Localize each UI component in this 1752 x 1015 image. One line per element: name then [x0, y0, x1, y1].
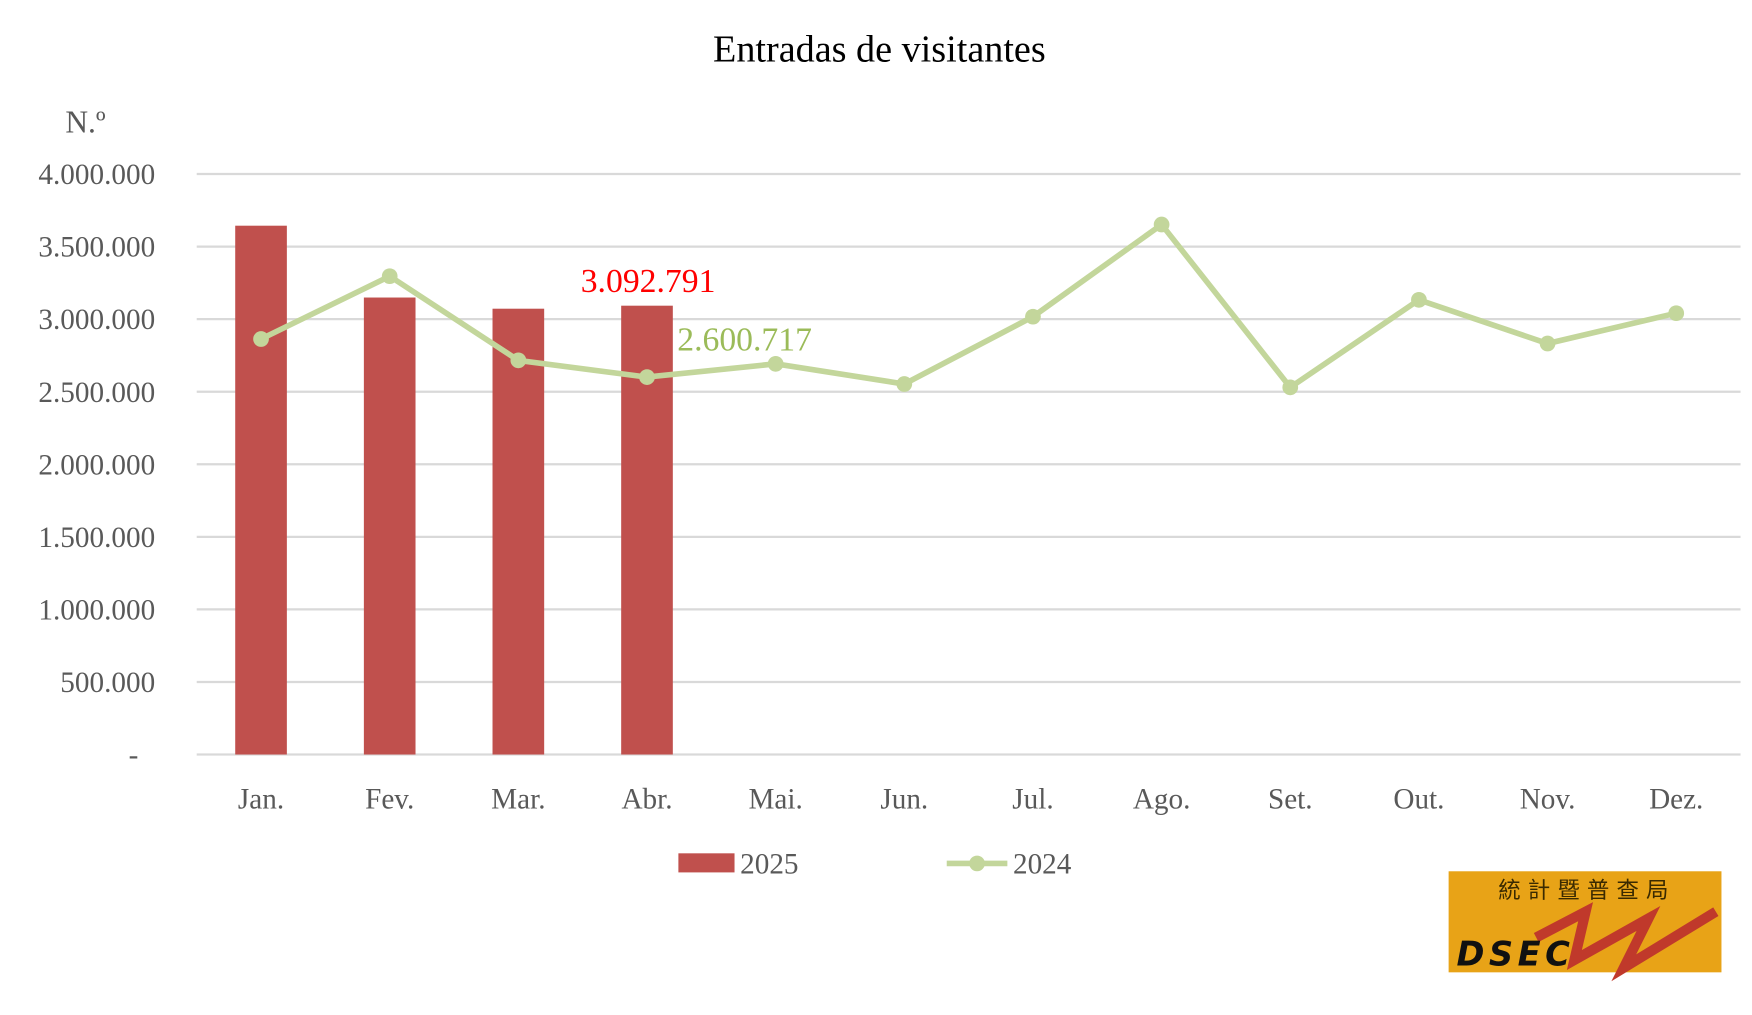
point-2024-Jan. — [253, 331, 269, 347]
y-tick-label: 3.000.000 — [38, 304, 155, 336]
y-tick-label: 500.000 — [60, 667, 155, 699]
x-tick-label: Jan. — [238, 783, 284, 815]
logo-chinese: 統 計 暨 普 查 局 — [1498, 878, 1668, 904]
point-2024-Mar. — [510, 352, 527, 369]
logo-text: DSEC — [1456, 935, 1574, 974]
x-tick-label: Mar. — [491, 783, 545, 815]
legend-label-2024: 2024 — [1013, 849, 1072, 881]
legend: 2025 2024 — [678, 849, 1072, 881]
y-tick-label: 1.500.000 — [38, 522, 155, 554]
legend-swatch-2025 — [678, 853, 735, 873]
x-tick-label: Mai. — [748, 783, 802, 815]
x-tick-label: Fev. — [365, 783, 414, 815]
data-label-2024-abr: 2.600.717 — [677, 321, 812, 358]
y-axis-label: N.º — [65, 104, 106, 139]
point-2024-Abr. — [639, 369, 655, 385]
line-2024 — [259, 220, 1677, 392]
point-2024-Out. — [1411, 291, 1427, 308]
point-2024-Ago. — [1153, 216, 1170, 233]
point-2024-Fev. — [381, 268, 398, 285]
y-tick-label: 3.500.000 — [38, 232, 155, 264]
point-2024-Jun. — [896, 376, 913, 392]
point-2024-Nov. — [1539, 335, 1556, 352]
x-tick-label: Jul. — [1012, 783, 1053, 815]
chart-title: Entradas de visitantes — [713, 29, 1046, 71]
legend-marker-2024 — [969, 855, 985, 872]
y-tick-label: 1.000.000 — [38, 594, 155, 626]
y-tick-label: 4.000.000 — [38, 159, 155, 191]
legend-label-2025: 2025 — [740, 849, 798, 881]
dsec-logo: 統 計 暨 普 查 局 DSEC — [1448, 871, 1722, 982]
y-tick-label: 2.000.000 — [38, 449, 155, 481]
bar-2025-Fev. — [363, 297, 416, 755]
x-tick-label: Nov. — [1520, 783, 1576, 815]
x-tick-label: Dez. — [1649, 783, 1703, 815]
point-2024-Mai. — [767, 355, 784, 372]
x-tick-label: Set. — [1268, 783, 1313, 815]
point-2024-Jul. — [1025, 308, 1041, 325]
point-2024-Dez. — [1668, 305, 1685, 322]
x-tick-label: Jun. — [880, 783, 928, 815]
point-2024-Set. — [1282, 379, 1299, 396]
y-tick-label: - — [129, 740, 139, 772]
bar-2025-Mar. — [492, 308, 545, 755]
data-label-2025-abr: 3.092.791 — [581, 263, 716, 300]
y-tick-label: 2.500.000 — [38, 377, 155, 409]
bar-2025-Jan. — [235, 225, 287, 755]
x-tick-label: Out. — [1393, 783, 1444, 815]
x-tick-label: Ago. — [1133, 783, 1191, 815]
x-tick-label: Abr. — [621, 783, 672, 815]
